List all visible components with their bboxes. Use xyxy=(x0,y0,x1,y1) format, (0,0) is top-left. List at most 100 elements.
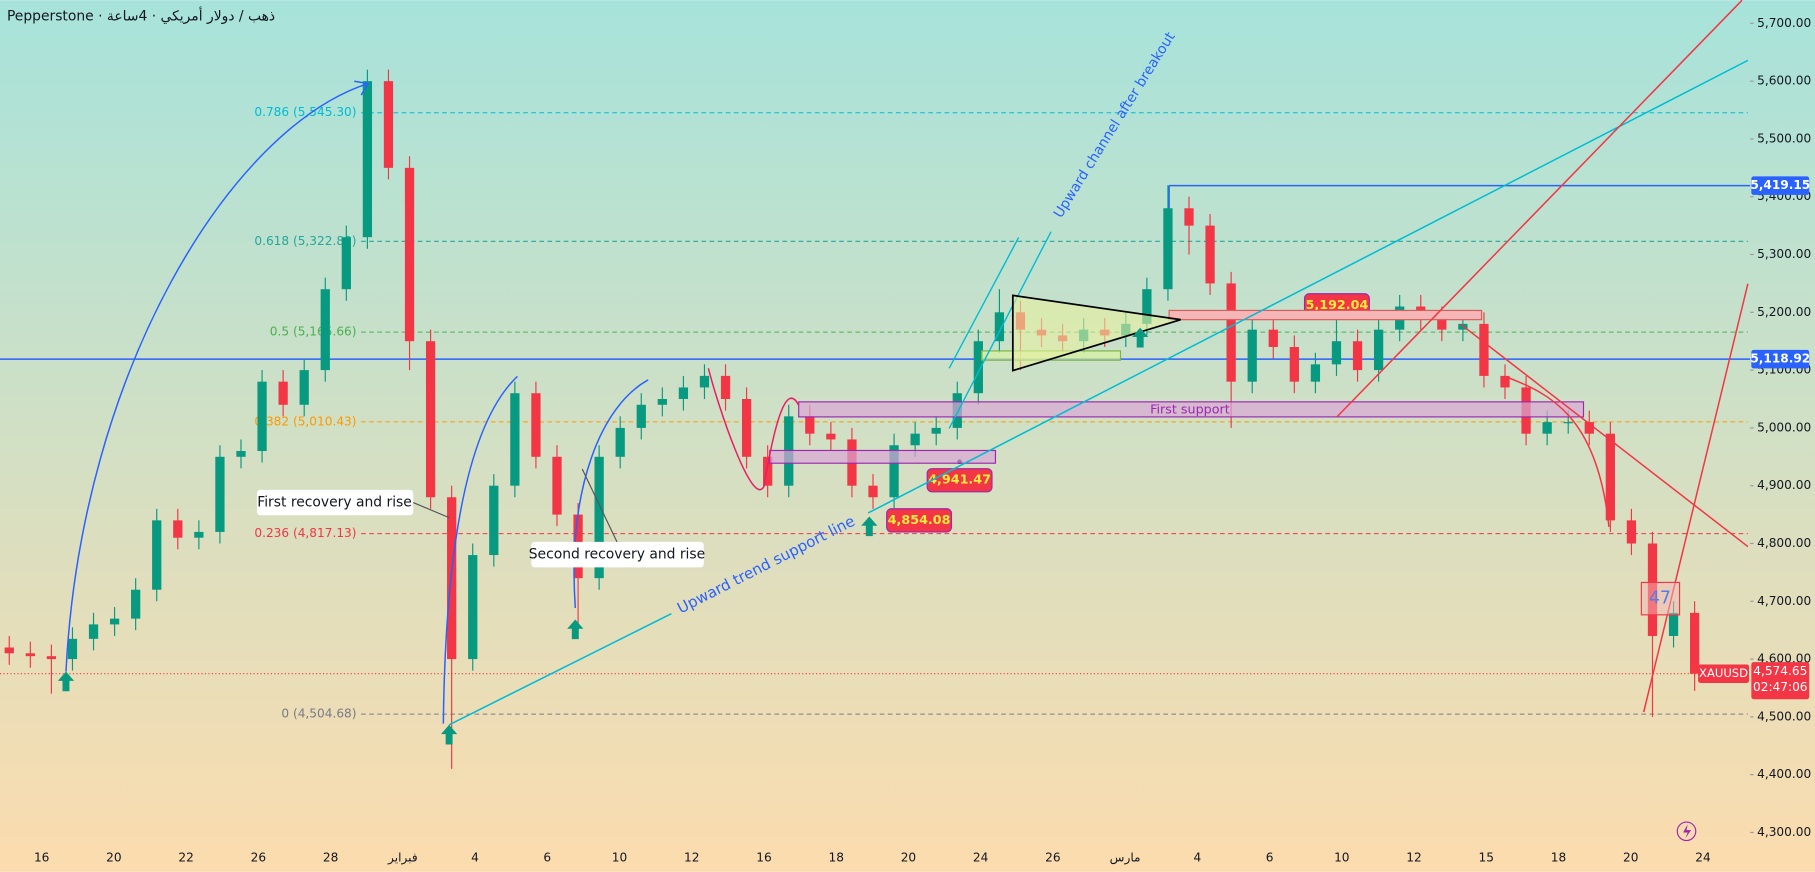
candle-body xyxy=(257,381,267,452)
candle-body xyxy=(1542,422,1552,434)
fib-label: 0.5 (5,165.66) xyxy=(270,325,357,339)
fib-label: 0.236 (4,817.13) xyxy=(254,526,356,540)
candle-body xyxy=(362,81,373,238)
resistance-zone xyxy=(1168,309,1483,321)
candle-body xyxy=(67,638,78,660)
candle-body xyxy=(994,312,1005,342)
candle-body xyxy=(425,341,436,498)
candle-body xyxy=(741,399,752,457)
candle-body xyxy=(1500,375,1510,388)
candle-body xyxy=(4,647,14,654)
header: Pepperstone · ذهب / دولار أمريكي · 4ساعة xyxy=(7,6,275,24)
x-tick-label: 16 xyxy=(756,850,771,864)
x-tick-label: 12 xyxy=(684,850,699,864)
candle-body xyxy=(636,404,646,428)
candle-body xyxy=(510,393,520,486)
candle-body xyxy=(1142,289,1152,324)
x-tick-label: 26 xyxy=(251,850,266,864)
box-label: 47 xyxy=(1649,589,1671,609)
arc-arrow xyxy=(65,82,369,672)
support-zone xyxy=(798,401,1585,418)
candle-body xyxy=(720,375,731,400)
x-tick-label: 15 xyxy=(1479,850,1494,864)
x-tick-label: 26 xyxy=(1045,850,1060,864)
price-tag-label: 4,574.65 xyxy=(1753,664,1807,678)
y-tick-label: 5,500.00 xyxy=(1757,131,1811,145)
price-tag-label: 5,118.92 xyxy=(1750,352,1810,366)
channel-line xyxy=(948,237,1020,369)
x-tick-label: 4 xyxy=(471,850,479,864)
trend-line xyxy=(867,59,1749,514)
x-tick-label: 16 xyxy=(34,850,49,864)
candle-body xyxy=(868,485,878,498)
x-tick-label: 24 xyxy=(1695,850,1711,864)
y-tick-label: 5,000.00 xyxy=(1757,420,1811,434)
x-tick-label: 20 xyxy=(106,850,121,864)
callout xyxy=(256,489,414,516)
up-arrow xyxy=(57,671,75,692)
y-tick-label: 5,700.00 xyxy=(1757,16,1811,30)
candle-body xyxy=(299,370,309,405)
candle-body xyxy=(805,416,815,434)
x-tick-label: 28 xyxy=(323,850,338,864)
candle-body xyxy=(1226,283,1236,382)
candle-body xyxy=(1563,422,1573,424)
candle-body xyxy=(1289,346,1299,382)
fib-label: 0.786 (5,545.30) xyxy=(254,105,356,119)
y-tick-label: 4,700.00 xyxy=(1757,594,1811,608)
candle-body xyxy=(973,341,983,394)
x-tick-label: 24 xyxy=(973,850,989,864)
candle-body xyxy=(489,485,499,556)
support-zone xyxy=(769,449,997,464)
candle-body xyxy=(109,618,120,625)
candle-body xyxy=(46,656,57,660)
candle-body xyxy=(215,456,225,532)
x-tick-label: 20 xyxy=(1623,850,1638,864)
candle-body xyxy=(552,456,562,515)
trend-line xyxy=(1336,0,1743,418)
candle-body xyxy=(931,427,941,434)
x-tick-label: 12 xyxy=(1406,850,1421,864)
curve xyxy=(442,375,518,724)
candle-body xyxy=(1605,433,1615,521)
candle-body xyxy=(1205,225,1215,284)
candle-body xyxy=(1184,208,1194,226)
up-arrow xyxy=(441,724,458,745)
up-arrow xyxy=(861,516,878,537)
callout-text: Second recovery and rise xyxy=(529,547,705,563)
candle-body xyxy=(678,387,689,400)
box xyxy=(1640,581,1681,616)
candle-body xyxy=(131,589,141,619)
candle-body xyxy=(910,433,920,446)
candle-body xyxy=(889,445,899,498)
y-tick-label: 4,800.00 xyxy=(1757,536,1811,550)
fib-label: 0 (4,504.68) xyxy=(281,707,356,721)
candle-body xyxy=(25,653,35,657)
zone-label: First support xyxy=(1150,402,1230,417)
x-tick-label: 6 xyxy=(1266,850,1274,864)
y-tick-label: 4,500.00 xyxy=(1757,709,1811,723)
x-tick-label: فبراير xyxy=(387,850,418,865)
trend-line xyxy=(1460,323,1749,548)
y-tick-label: 5,300.00 xyxy=(1757,247,1811,261)
x-tick-label: مارس xyxy=(1110,850,1141,865)
note-label: 4,941.47 xyxy=(928,473,991,488)
note-label: 4,854.08 xyxy=(888,513,951,528)
candle-body xyxy=(594,456,604,579)
x-tick-label: 10 xyxy=(612,850,627,864)
icon xyxy=(1676,821,1697,842)
x-tick-label: 20 xyxy=(901,850,916,864)
plot: 4,300.00 4,400.00 4,500.00 4,600.00 4,700.00… xyxy=(0,16,1811,865)
callout-line xyxy=(413,502,450,519)
candle-body xyxy=(341,237,351,290)
y-tick-label: 4,400.00 xyxy=(1757,767,1811,781)
x-tick-label: 18 xyxy=(828,850,843,864)
candle-body xyxy=(194,531,204,538)
x-tick-label: 10 xyxy=(1334,850,1349,864)
up-arrow xyxy=(1132,327,1149,348)
candle-body xyxy=(236,451,246,457)
wave xyxy=(707,368,800,491)
x-tick-label: 22 xyxy=(178,850,193,864)
candle-body xyxy=(615,427,625,457)
